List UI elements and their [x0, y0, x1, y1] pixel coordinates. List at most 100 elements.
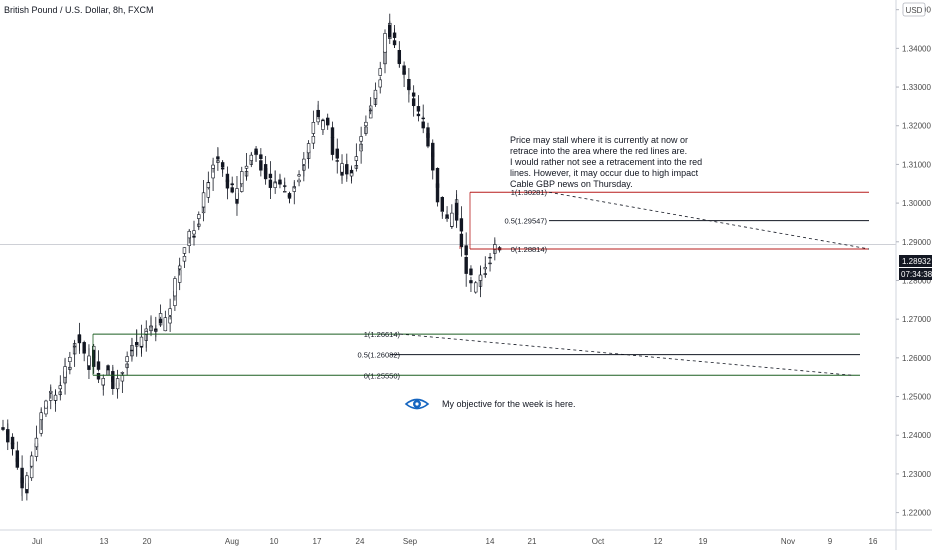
candle — [163, 310, 168, 332]
currency-badge[interactable]: USD — [902, 2, 926, 17]
candle — [335, 149, 339, 174]
candle — [20, 471, 24, 501]
y-tick-label: 1.28000 — [902, 276, 931, 285]
annotation-note-lower[interactable]: My objective for the week is here. — [404, 394, 576, 414]
candle — [388, 20, 392, 45]
candle — [411, 94, 416, 117]
candle — [154, 325, 158, 338]
candle — [1, 419, 5, 432]
candle — [68, 351, 72, 372]
candle — [25, 471, 29, 492]
candle — [58, 375, 63, 401]
candle — [435, 175, 440, 207]
candle — [278, 174, 282, 189]
fib-upper-level-label: 0.5(1.29547) — [504, 217, 547, 226]
x-tick-label: 10 — [270, 537, 279, 546]
candle — [469, 276, 473, 292]
x-tick-label: 17 — [313, 537, 322, 546]
candle — [368, 107, 373, 115]
candle — [139, 324, 144, 354]
candle — [416, 106, 421, 117]
currency-badge-label: USD — [906, 6, 923, 15]
candle — [182, 247, 187, 255]
fib-upper-level-label: 0(1.28814) — [511, 245, 548, 254]
candle — [187, 229, 191, 244]
candle — [211, 160, 215, 173]
candle — [201, 179, 206, 213]
x-tick-label: 16 — [869, 537, 878, 546]
x-tick-label: 21 — [528, 537, 537, 546]
last-price-tag: 1.28932 07:34:38 — [899, 255, 932, 280]
candle — [302, 152, 306, 177]
candle — [292, 181, 296, 189]
candle — [311, 110, 316, 135]
candle — [483, 256, 487, 278]
note-line: lines. However, it may occur due to high… — [510, 168, 699, 178]
chart-title: British Pound / U.S. Dollar, 8h, FXCM — [4, 5, 154, 15]
candle — [158, 316, 163, 326]
candle — [92, 349, 96, 374]
candle — [135, 329, 139, 357]
candle — [72, 341, 77, 355]
candle — [316, 100, 320, 120]
candle — [364, 121, 368, 136]
candle — [101, 374, 105, 396]
candle — [6, 419, 10, 451]
candle — [106, 364, 110, 376]
candle — [144, 330, 148, 348]
candle — [464, 248, 468, 287]
candle — [431, 151, 435, 180]
candle — [287, 191, 292, 204]
fib-lower-level-label: 1(1.26614) — [364, 330, 401, 339]
candle — [426, 131, 430, 149]
candle — [283, 181, 287, 193]
candle — [82, 346, 86, 354]
candle — [96, 350, 101, 372]
candle — [168, 298, 172, 320]
y-tick-label: 1.25000 — [902, 393, 931, 402]
candle — [49, 386, 53, 399]
fib-lower-level-label: 0.5(1.26082) — [357, 351, 400, 360]
candle — [268, 179, 273, 200]
candle — [15, 451, 20, 470]
x-tick-label: Aug — [225, 537, 239, 546]
fib-upper-level-label: 1(1.30281) — [511, 188, 548, 197]
candle — [249, 153, 253, 168]
candle — [197, 211, 201, 229]
candle — [63, 357, 67, 385]
candle — [235, 176, 239, 206]
candle — [474, 280, 478, 294]
fib-upper-trendline[interactable] — [548, 191, 870, 250]
annotation-note-upper[interactable]: Price may stall where it is currently at… — [510, 135, 702, 189]
candle — [192, 220, 196, 246]
y-tick-label: 1.29000 — [902, 238, 931, 247]
candle — [306, 140, 311, 164]
objective-text: My objective for the week is here. — [442, 399, 576, 409]
candle — [321, 119, 325, 135]
fib-lower-trendline[interactable] — [399, 333, 853, 376]
x-tick-label: 24 — [356, 537, 365, 546]
candle — [225, 174, 230, 200]
candle — [10, 441, 15, 456]
candle — [77, 322, 82, 351]
y-tick-label: 1.31000 — [902, 160, 931, 169]
x-tick-label: 20 — [143, 537, 152, 546]
candle — [120, 373, 125, 393]
candle — [87, 344, 91, 369]
candle — [115, 369, 120, 393]
candle — [125, 351, 129, 370]
y-tick-label: 1.34000 — [902, 44, 931, 53]
x-tick-label: 13 — [100, 537, 109, 546]
last-price-countdown: 07:34:38 — [901, 270, 932, 279]
candle — [297, 170, 301, 178]
y-tick-label: 1.33000 — [902, 83, 931, 92]
last-price-value: 1.28932 — [902, 257, 931, 266]
candle — [254, 146, 258, 162]
candle — [111, 366, 115, 395]
candle — [220, 160, 225, 174]
candle — [454, 194, 459, 229]
x-tick-label: Sep — [403, 537, 418, 546]
candle — [240, 166, 244, 188]
